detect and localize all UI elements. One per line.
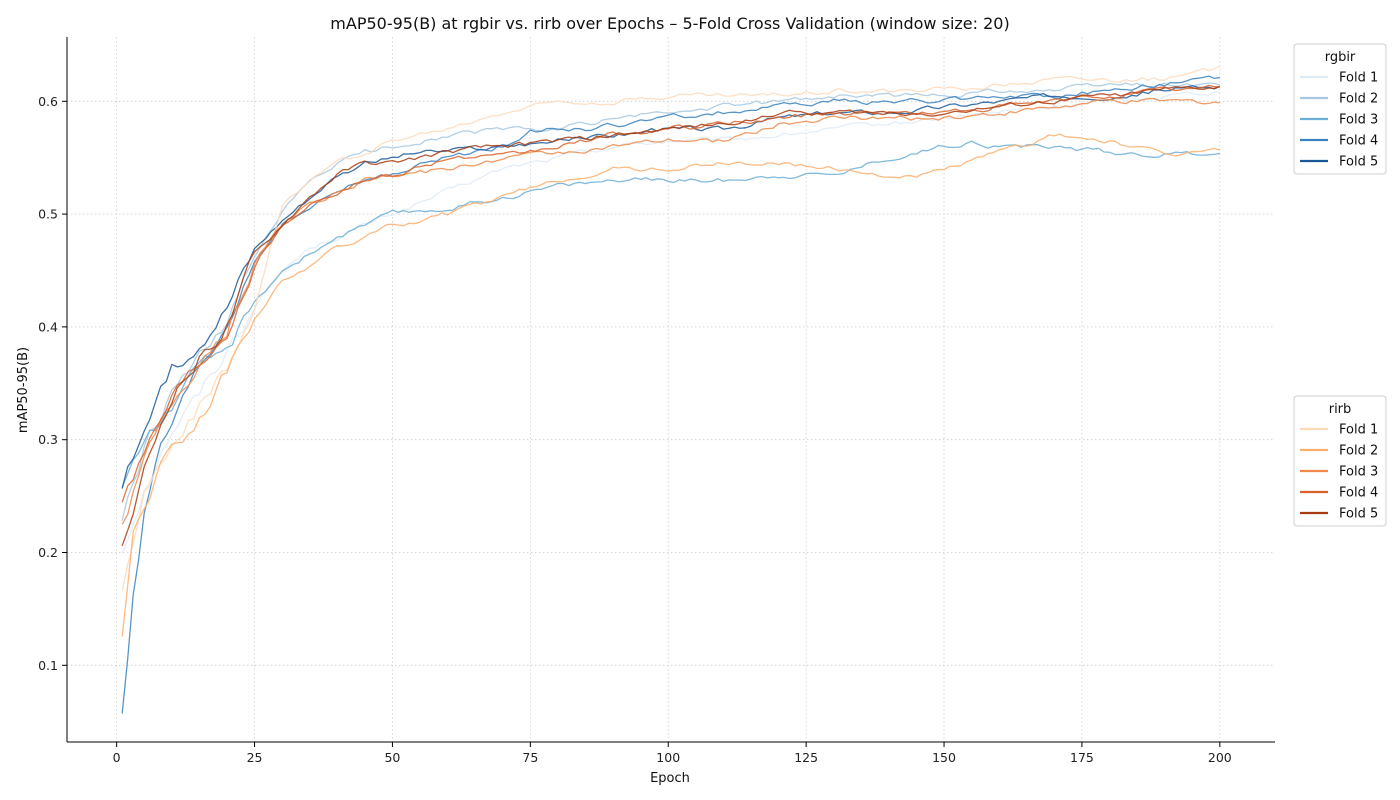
legend-label: Fold 2 [1339,92,1378,107]
x-tick-label-4: 100 [656,750,680,765]
x-axis-title: Epoch [650,771,690,786]
series-line-rirb-1 [121,65,1221,591]
y-tick-label-5: 0.6 [38,94,58,109]
series-line-rirb-5 [121,86,1221,547]
legend-label: Fold 5 [1339,507,1378,522]
series-line-rgbir-2 [121,82,1220,521]
x-tick-label-6: 150 [932,750,956,765]
legend-label: Fold 1 [1339,423,1378,438]
chart-title: mAP50-95(B) at rgbir vs. rirb over Epoch… [330,14,1009,33]
series-line-rgbir-3 [121,140,1220,488]
legend-rgbir: rgbir Fold 1 Fold 2 Fold 3 Fold 4 Fold 5 [1293,43,1387,175]
x-tick-label-8: 200 [1208,750,1232,765]
ticks: 0 25 50 75 100 125 150 175 200 0.1 0.2 0.3 0.4 0.5 0.6 [38,94,1232,765]
legend-label: Fold 3 [1339,465,1378,480]
y-tick-label-2: 0.3 [38,432,58,447]
x-tick-label-3: 75 [522,750,538,765]
legend-label: Fold 3 [1339,113,1378,128]
legend-title: rgbir [1325,50,1356,65]
series-line-rirb-3 [121,97,1220,525]
series-layer [121,65,1221,714]
axes [66,37,1275,743]
x-tick-label-7: 175 [1070,750,1094,765]
x-tick-label-1: 25 [247,750,263,765]
series-line-rgbir-4 [121,75,1220,714]
legend-label: Fold 5 [1339,155,1378,170]
legend-label: Fold 4 [1339,134,1378,149]
legends: rgbir Fold 1 Fold 2 Fold 3 Fold 4 Fold 5 rirb F… [1293,43,1387,527]
legend-label: Fold 2 [1339,444,1378,459]
y-tick-label-3: 0.4 [38,319,58,334]
grid [67,37,1275,742]
legend-rirb: rirb Fold 1 Fold 2 Fold 3 Fold 4 Fold 5 [1293,395,1387,527]
series-line-rirb-2 [121,133,1221,637]
series-line-rgbir-1 [121,91,1220,554]
legend-title: rirb [1329,402,1352,417]
x-tick-label-2: 50 [384,750,400,765]
x-tick-label-0: 0 [113,750,121,765]
x-tick-label-5: 125 [794,750,818,765]
legend-label: Fold 4 [1339,486,1378,501]
y-tick-label-4: 0.5 [38,207,58,222]
y-tick-label-1: 0.2 [38,545,58,560]
legend-label: Fold 1 [1339,71,1378,86]
y-tick-label-0: 0.1 [38,658,58,673]
y-axis-title: mAP50-95(B) [16,347,31,433]
